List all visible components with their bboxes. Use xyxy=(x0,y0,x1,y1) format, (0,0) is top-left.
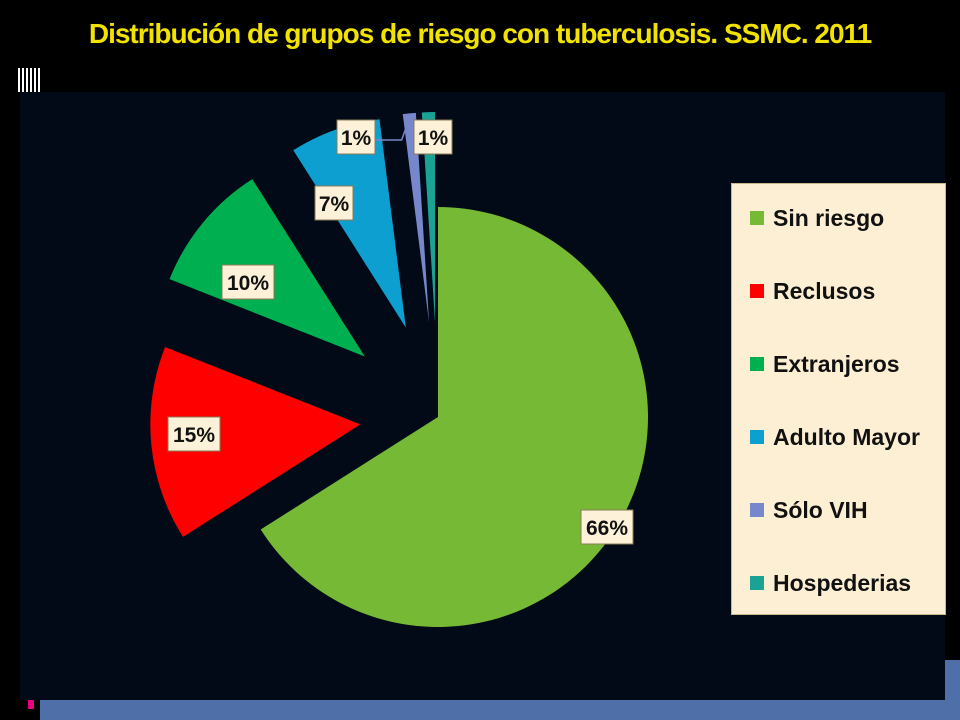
slide-decoration xyxy=(18,68,40,92)
pie-chart: 66% 15% 10% 7% 1% 1% xyxy=(150,112,648,627)
legend-label: Sin riesgo xyxy=(773,204,885,231)
svg-text:1%: 1% xyxy=(341,127,372,150)
legend-swatch xyxy=(750,430,764,444)
svg-text:15%: 15% xyxy=(173,424,215,447)
chart-area: 66% 15% 10% 7% 1% 1% Sin riesgo Reclusos Extran… xyxy=(20,92,946,700)
data-label-sin-riesgo: 66% xyxy=(580,509,634,545)
legend-label: Extranjeros xyxy=(773,350,900,377)
legend-label: Sólo VIH xyxy=(773,496,868,523)
data-label-adulto-mayor: 7% xyxy=(314,185,354,221)
legend-swatch xyxy=(750,284,764,298)
data-label-extranjeros: 10% xyxy=(221,264,275,300)
legend-item-hospederias: Hospederias xyxy=(750,568,911,598)
pie-slice-adulto-mayor xyxy=(293,119,406,328)
svg-text:1%: 1% xyxy=(418,127,449,150)
legend-swatch xyxy=(750,576,764,590)
legend-item-solo-vih: Sólo VIH xyxy=(750,495,868,525)
svg-text:66%: 66% xyxy=(586,517,628,540)
pie-slice-solo-vih xyxy=(402,112,430,323)
legend-item-reclusos: Reclusos xyxy=(750,276,875,306)
pie-slice-sin-riesgo xyxy=(260,207,648,627)
legend-swatch xyxy=(750,503,764,517)
legend-item-adulto-mayor: Adulto Mayor xyxy=(750,422,920,452)
legend-label: Adulto Mayor xyxy=(773,423,920,450)
accent-marker xyxy=(28,695,34,709)
legend-swatch xyxy=(750,357,764,371)
pie-slice-hospederias xyxy=(421,112,436,323)
data-label-solo-vih: 1% xyxy=(336,119,376,155)
legend-swatch xyxy=(750,211,764,225)
data-label-hospederias: 1% xyxy=(413,119,453,155)
slide-title: Distribución de grupos de riesgo con tub… xyxy=(88,18,872,49)
legend-item-extranjeros: Extranjeros xyxy=(750,349,900,379)
legend-label: Reclusos xyxy=(773,277,876,304)
legend-item-sin-riesgo: Sin riesgo xyxy=(750,203,884,233)
legend-label: Hospederias xyxy=(773,569,912,596)
data-label-reclusos: 15% xyxy=(167,416,221,452)
svg-text:7%: 7% xyxy=(319,193,350,216)
svg-text:10%: 10% xyxy=(227,272,269,295)
chart-legend: Sin riesgo Reclusos Extranjeros Adulto Mayo… xyxy=(731,183,946,615)
pie-slice-reclusos xyxy=(150,347,361,537)
